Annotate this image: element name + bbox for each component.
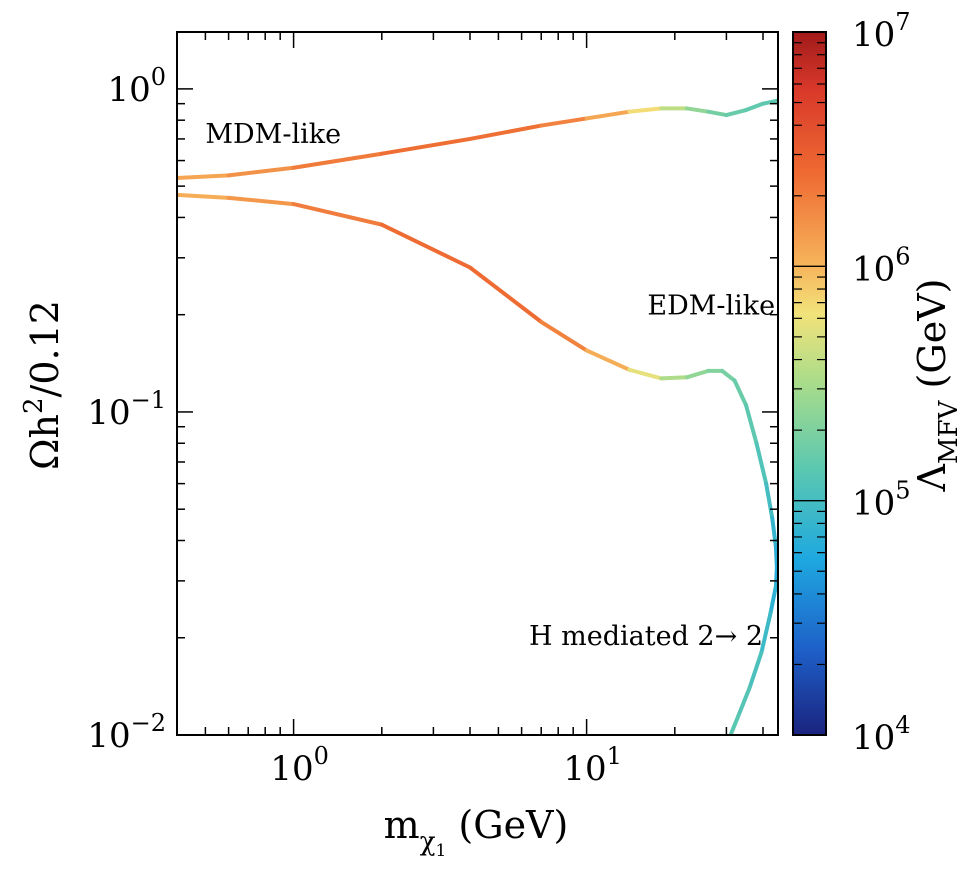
curve-segment xyxy=(379,136,473,156)
plot-frame xyxy=(176,31,779,736)
y-tick-label: 100 xyxy=(107,63,166,110)
curve-segment xyxy=(684,368,711,380)
curve-segment xyxy=(747,650,764,690)
x-axis-label: mχ1 (GeV) xyxy=(384,803,569,861)
curve-segment xyxy=(177,192,231,200)
curve-segment xyxy=(584,348,632,372)
colorbar-tick-label: 107 xyxy=(852,8,911,55)
curve-segment xyxy=(539,116,589,128)
series-mdm-like xyxy=(177,98,778,180)
curve-segment xyxy=(736,685,752,718)
curve-segment xyxy=(770,515,778,550)
curve-segment xyxy=(720,368,737,383)
curve-segment xyxy=(754,441,769,486)
colorbar-label: ΛMFV (GeV) xyxy=(910,279,964,493)
annotation-label: H mediated 2→ 2 xyxy=(529,621,763,652)
series-h-mediated-2-2 xyxy=(728,565,778,735)
curve-segment xyxy=(627,106,664,114)
curve-segment xyxy=(584,109,632,121)
colorbar-tick-label: 106 xyxy=(852,242,911,289)
curve-segment xyxy=(774,545,778,570)
series-edm-like xyxy=(177,192,778,570)
curve-segment xyxy=(768,583,778,615)
curve-segment xyxy=(226,195,296,207)
curve-segment xyxy=(759,610,773,655)
colorbar-tick-label: 104 xyxy=(852,711,911,758)
curve-segment xyxy=(627,367,664,381)
x-tick-labels: 100 101 xyxy=(270,742,622,789)
colorbar-tick-label: 105 xyxy=(852,477,911,524)
curve-segment xyxy=(684,106,711,114)
curve-segment xyxy=(761,98,778,106)
curve-segment xyxy=(728,713,741,735)
annotation-label: EDM-like xyxy=(647,291,775,322)
colorbar-tick-labels: 107 106 105 104 xyxy=(852,8,911,758)
curve-segment xyxy=(732,378,749,408)
annotation-label: MDM-like xyxy=(205,119,341,150)
curve-segment xyxy=(659,375,689,381)
colorbar xyxy=(792,31,827,736)
curve-segment xyxy=(774,565,778,588)
y-axis-label: Ωh2/0.12 xyxy=(19,300,67,470)
curve-segment xyxy=(177,173,231,180)
colorbar-ticks xyxy=(793,42,826,736)
curve-segment xyxy=(379,222,473,270)
data-curves xyxy=(177,98,778,735)
curve-segment xyxy=(468,123,544,141)
curve-segment xyxy=(291,202,384,227)
annotations: MDM-like EDM-like H mediated 2→ 2 xyxy=(205,119,775,652)
curve-segment xyxy=(744,101,766,113)
y-tick-label: 10−1 xyxy=(87,386,166,433)
x-tick-label: 100 xyxy=(270,742,329,789)
curve-segment xyxy=(706,109,729,118)
curve-segment xyxy=(764,481,775,520)
y-tick-labels: 100 10−1 10−2 xyxy=(87,63,166,756)
curve-segment xyxy=(226,165,296,178)
x-tick-label: 101 xyxy=(563,742,622,789)
curve-segment xyxy=(468,265,544,324)
y-tick-label: 10−2 xyxy=(87,709,166,756)
curve-segment xyxy=(724,108,749,118)
curve-segment xyxy=(744,403,759,446)
curve-segment xyxy=(539,319,589,353)
curve-segment xyxy=(291,151,384,170)
